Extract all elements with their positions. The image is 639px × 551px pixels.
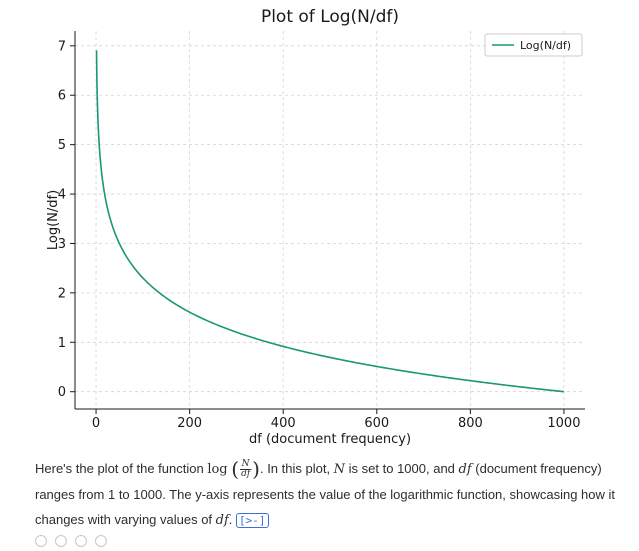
- y-tick-label: 3: [58, 237, 66, 252]
- x-tick-label: 0: [92, 416, 100, 431]
- caption-frac-num: N: [240, 459, 252, 471]
- y-tick-label: 1: [58, 336, 66, 351]
- x-axis-label: df (document frequency): [249, 432, 411, 447]
- series-line: [95, 50, 565, 393]
- x-tick-label: 200: [177, 416, 202, 431]
- y-axis-label: Log(N/df): [46, 190, 61, 250]
- caption-frac-den: df: [241, 469, 251, 480]
- x-tick-label: 1000: [547, 416, 580, 431]
- caption-func: log: [207, 462, 228, 477]
- caption-text-5: .: [228, 512, 233, 528]
- legend: Log(N/df): [484, 33, 583, 57]
- y-tick-label: 7: [58, 39, 66, 54]
- caption-text-3: is set to 1000, and: [345, 461, 459, 476]
- caption-var-df-2: df: [215, 513, 229, 529]
- y-tick-label: 2: [58, 286, 66, 301]
- regenerate-icon[interactable]: [95, 535, 107, 547]
- thumbs-up-icon[interactable]: [55, 535, 67, 547]
- copy-icon[interactable]: [35, 535, 47, 547]
- thumbs-down-icon[interactable]: [75, 535, 87, 547]
- y-tick-label: 4: [58, 188, 66, 203]
- caption-text-2: . In this plot,: [259, 461, 334, 476]
- chart-title: Plot of Log(N/df): [261, 7, 399, 27]
- caption-var-df: df: [458, 462, 472, 477]
- legend-box: [484, 33, 583, 57]
- message-actions: [35, 532, 115, 551]
- view-code-link[interactable]: [>-]: [236, 513, 269, 529]
- caption-var-n: N: [333, 462, 346, 477]
- chart: 0 200 400 600 800 1000 0 1 2 3 4 5 6 7 Plot of Log(N/d…: [46, 7, 585, 447]
- caption-paren-close: ): [252, 457, 260, 482]
- x-tick-label: 800: [458, 416, 483, 431]
- y-tick-label: 6: [58, 89, 66, 104]
- y-tick-label: 5: [58, 138, 66, 153]
- caption-text-4: (document frequency) ranges from 1 to 10…: [35, 461, 616, 528]
- x-tick-label: 600: [364, 416, 389, 431]
- y-tick-label: 0: [58, 385, 66, 400]
- caption-text-1: Here's the plot of the function: [35, 461, 208, 476]
- x-tick-label: 400: [271, 416, 296, 431]
- caption-paren-open: (: [231, 457, 240, 482]
- legend-label: Log(N/df): [520, 39, 571, 52]
